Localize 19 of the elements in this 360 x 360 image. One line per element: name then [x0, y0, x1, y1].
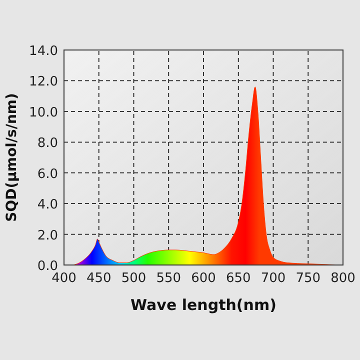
x-tick-label: 800	[330, 271, 356, 286]
x-tick-label: 650	[226, 271, 251, 286]
x-tick-label: 400	[52, 271, 76, 286]
x-axis-title: Wave length(nm)	[130, 296, 276, 314]
x-tick-label: 700	[260, 271, 286, 286]
y-tick-label: 4.0	[37, 198, 58, 213]
x-tick-label: 550	[156, 271, 182, 286]
y-tick-label: 14.0	[29, 44, 58, 59]
x-tick-label: 750	[296, 271, 321, 286]
y-axis-title: SQD(μmol/s/nm)	[4, 93, 20, 222]
y-tick-label: 0.0	[37, 259, 58, 274]
y-tick-label: 2.0	[37, 228, 58, 244]
y-tick-label: 10.0	[29, 105, 58, 120]
y-tick-label: 8.0	[37, 136, 58, 152]
x-tick-label: 450	[86, 271, 112, 286]
y-tick-label: 12.0	[29, 74, 58, 90]
x-tick-label: 600	[191, 271, 216, 286]
x-tick-label: 500	[121, 271, 146, 286]
y-tick-label: 6.0	[37, 166, 58, 182]
